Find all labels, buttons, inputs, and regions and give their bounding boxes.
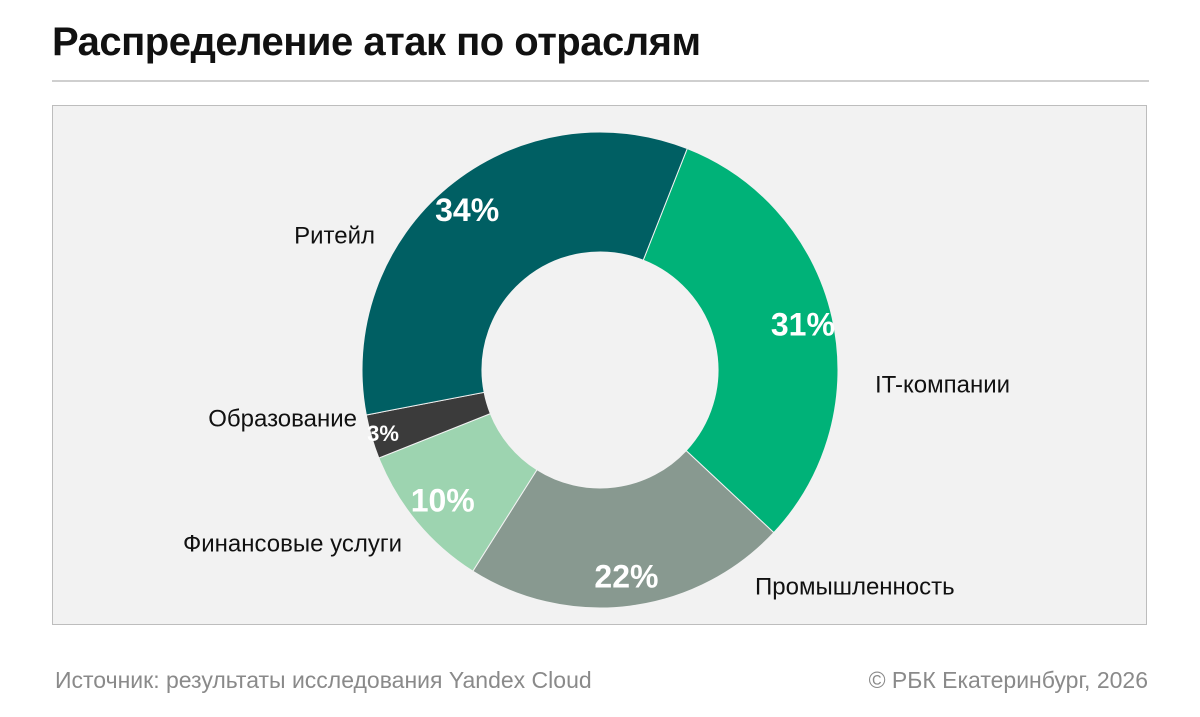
source-note: Источник: результаты исследования Yandex…	[55, 667, 592, 693]
category-label-4: Ритейл	[294, 223, 375, 250]
category-label-2: Финансовые услуги	[183, 531, 402, 558]
value-label-4: 34%	[435, 192, 499, 228]
category-label-0: IT-компании	[875, 372, 1010, 399]
chart-title: Распределение атак по отраслям	[52, 20, 701, 64]
value-label-1: 22%	[594, 558, 658, 594]
donut-slice-4	[361, 131, 688, 416]
donut-slice-0	[642, 147, 839, 534]
title-divider	[52, 80, 1149, 82]
donut-slice-1	[472, 449, 775, 609]
value-label-3: 3%	[367, 421, 399, 446]
category-label-3: Образование	[208, 406, 357, 433]
value-label-0: 31%	[771, 306, 835, 342]
value-label-2: 10%	[411, 483, 475, 519]
copyright-note: © РБК Екатеринбург, 2026	[868, 667, 1148, 693]
category-label-1: Промышленность	[755, 574, 955, 601]
